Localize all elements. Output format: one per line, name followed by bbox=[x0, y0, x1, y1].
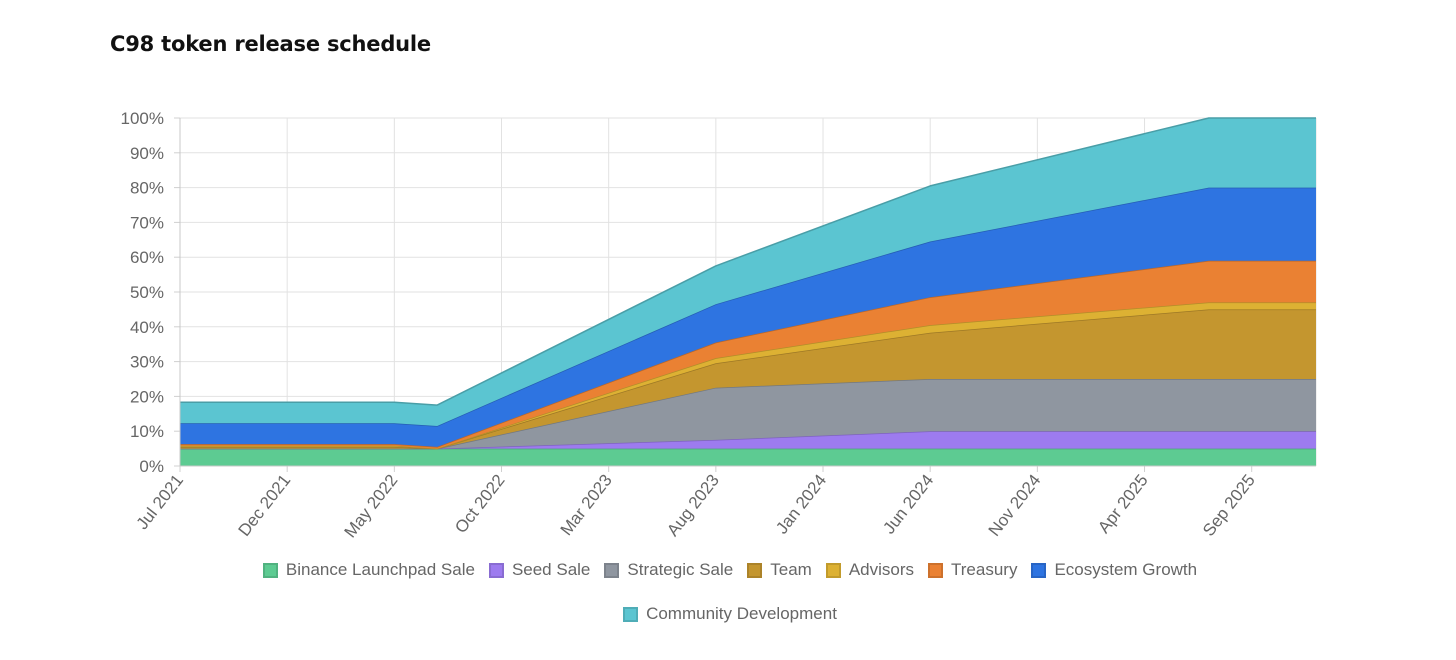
legend-swatch bbox=[1031, 562, 1047, 578]
legend-label: Community Development bbox=[646, 604, 837, 623]
legend-label: Ecosystem Growth bbox=[1054, 560, 1198, 579]
y-tick-label: 0% bbox=[139, 457, 164, 476]
legend-item-seed-sale[interactable]: Seed Sale bbox=[488, 560, 591, 580]
x-tick-label: Jul 2021 bbox=[133, 471, 188, 533]
chart-title: C98 token release schedule bbox=[110, 32, 431, 56]
area-community-development bbox=[180, 118, 1316, 426]
x-tick-label: Jun 2024 bbox=[879, 471, 937, 538]
y-tick-label: 50% bbox=[130, 283, 164, 302]
chart-legend: Binance Launchpad Sale Seed Sale Strategic… bbox=[150, 560, 1310, 624]
legend-swatch bbox=[747, 562, 763, 578]
line-community-development bbox=[180, 117, 1316, 406]
legend-item-advisors[interactable]: Advisors bbox=[825, 560, 914, 580]
x-tick-label: Sep 2025 bbox=[1199, 471, 1259, 540]
area-team bbox=[180, 309, 1316, 449]
y-tick-label: 80% bbox=[130, 179, 164, 198]
legend-item-strategic-sale[interactable]: Strategic Sale bbox=[604, 560, 733, 580]
area-binance-launchpad-sale bbox=[180, 448, 1316, 466]
y-tick-label: 70% bbox=[130, 213, 164, 232]
legend-swatch bbox=[488, 562, 504, 578]
x-tick-label: Jan 2024 bbox=[772, 471, 830, 538]
legend-swatch bbox=[262, 562, 278, 578]
legend-label: Strategic Sale bbox=[627, 560, 734, 579]
legend-item-treasury[interactable]: Treasury bbox=[928, 560, 1017, 580]
legend-label: Advisors bbox=[848, 560, 914, 579]
x-tick-label: Nov 2024 bbox=[985, 471, 1045, 540]
area-ecosystem-growth bbox=[180, 187, 1316, 447]
x-tick-label: Mar 2023 bbox=[557, 471, 616, 539]
x-tick-label: May 2022 bbox=[341, 471, 402, 542]
legend-swatch bbox=[604, 562, 620, 578]
y-tick-label: 90% bbox=[130, 144, 164, 163]
legend-swatch bbox=[928, 562, 943, 578]
legend-item-ecosystem-growth[interactable]: Ecosystem Growth bbox=[1031, 560, 1197, 580]
area-seed-sale bbox=[180, 431, 1316, 449]
x-tick-label: Oct 2022 bbox=[451, 471, 508, 537]
legend-label: Binance Launchpad Sale bbox=[285, 560, 475, 579]
y-tick-label: 100% bbox=[121, 109, 164, 128]
legend-item-binance-launchpad-sale[interactable]: Binance Launchpad Sale bbox=[262, 560, 475, 580]
x-tick-label: Apr 2025 bbox=[1094, 471, 1151, 537]
legend-label: Seed Sale bbox=[511, 560, 591, 579]
y-tick-label: 30% bbox=[130, 353, 164, 372]
x-tick-label: Aug 2023 bbox=[663, 471, 723, 540]
x-tick-label: Dec 2021 bbox=[235, 471, 295, 540]
y-tick-label: 20% bbox=[130, 387, 164, 406]
y-tick-label: 40% bbox=[130, 318, 164, 337]
legend-item-community-development[interactable]: Community Development bbox=[623, 604, 837, 624]
area-treasury bbox=[180, 260, 1316, 449]
legend-label: Treasury bbox=[951, 560, 1018, 579]
legend-swatch bbox=[825, 562, 841, 578]
y-tick-label: 60% bbox=[130, 248, 164, 267]
legend-label: Team bbox=[770, 560, 812, 579]
y-tick-label: 10% bbox=[130, 422, 164, 441]
legend-item-team[interactable]: Team bbox=[747, 560, 812, 580]
legend-swatch bbox=[623, 606, 639, 622]
area-strategic-sale bbox=[180, 379, 1316, 449]
